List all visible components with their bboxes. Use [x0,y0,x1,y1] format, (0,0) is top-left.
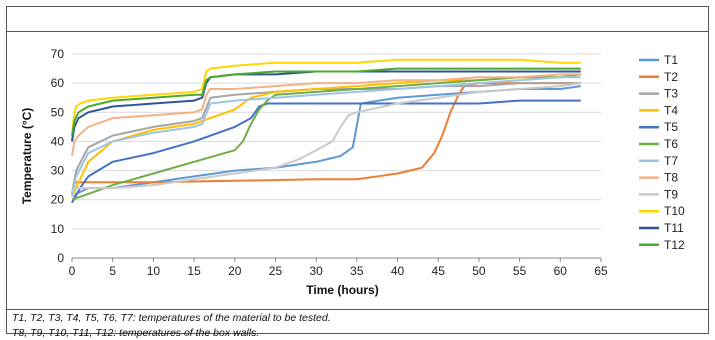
x-tick-label: 30 [309,264,323,278]
x-tick-label: 10 [147,264,161,278]
y-tick-label: 50 [51,105,65,119]
y-tick-label: 60 [51,76,65,90]
series-line-t7 [71,76,581,197]
y-tick-label: 40 [51,134,65,148]
x-tick-label: 60 [554,264,568,278]
x-tick-label: 65 [594,264,608,278]
legend-label-t9: T9 [664,187,678,201]
x-tick-label: 35 [350,264,364,278]
y-tick-label: 20 [51,193,65,207]
series-line-t10 [71,58,581,142]
series-line-t8 [71,73,581,157]
series-line-t9 [71,82,581,192]
x-tick-label: 45 [432,264,446,278]
y-tick-label: 0 [57,251,64,265]
legend-label-t3: T3 [664,87,678,101]
series-line-t6 [71,73,581,201]
table-header-row [7,7,708,32]
legend-label-t12: T12 [664,238,685,252]
caption-line-2: T8, T9, T10, T11, T12: temperatures of t… [12,327,260,339]
series-line-t3 [71,82,581,195]
y-tick-label: 10 [51,222,65,236]
x-tick-label: 0 [69,264,76,278]
legend-label-t11: T11 [664,221,684,235]
x-tick-label: 50 [472,264,486,278]
x-tick-label: 25 [269,264,283,278]
temperature-line-chart: 0 10 20 30 40 50 60 70 0 5 10 15 20 25 30 35 40 45 50 55 60 6… [20,47,685,297]
x-tick-label: 40 [391,264,405,278]
y-tick-label: 70 [51,47,65,61]
series-line-t12 [71,67,581,136]
x-axis-title: Time (hours) [306,283,378,297]
legend-label-t8: T8 [664,171,678,185]
legend-label-t6: T6 [664,137,678,151]
series-line-t5 [71,99,581,204]
legend-label-t4: T4 [664,103,678,117]
caption-line-1: T1, T2, T3, T4, T5, T6, T7: temperatures… [12,312,331,324]
x-tick-label: 15 [187,264,201,278]
legend-label-t10: T10 [664,204,685,218]
legend-label-t7: T7 [664,154,678,168]
series-line-t2 [71,82,581,195]
x-tick-label: 55 [513,264,527,278]
x-tick-label: 5 [109,264,116,278]
x-tick-label: 20 [228,264,242,278]
y-axis-title: Temperature (°C) [20,108,34,205]
figure-frame: 0 10 20 30 40 50 60 70 0 5 10 15 20 25 30 35 40 45 50 55 60 6… [6,6,709,339]
legend-label-t5: T5 [664,120,678,134]
legend-label-t1: T1 [664,53,678,67]
y-tick-label: 30 [51,164,65,178]
chart-cell: 0 10 20 30 40 50 60 70 0 5 10 15 20 25 30 35 40 45 50 55 60 6… [7,32,708,310]
legend-label-t2: T2 [664,70,678,84]
